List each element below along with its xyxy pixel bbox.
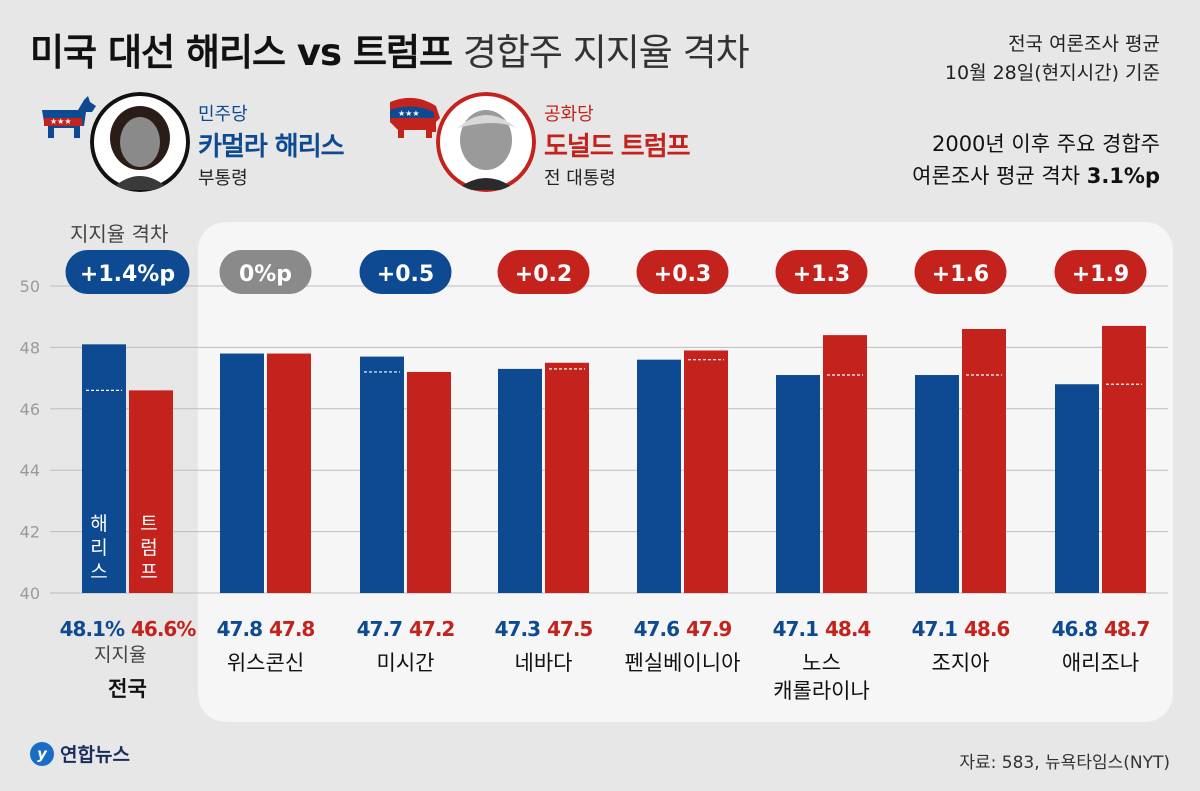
y-tick-label: 44 [20, 461, 40, 480]
value-label-harris: 47.6 [634, 617, 679, 641]
average-gap-note: 2000년 이후 주요 경합주 여론조사 평균 격차 3.1%p [912, 128, 1160, 192]
gap-badge [359, 250, 452, 294]
brand-name: 연합뉴스 [60, 744, 130, 766]
value-label-trump: 47.9 [686, 617, 731, 641]
value-label-trump: 47.2 [409, 617, 454, 641]
bar-trump [545, 362, 589, 593]
category-label: 펜실베이니아 [625, 651, 741, 675]
gap-label: 지지율 격차 [70, 222, 169, 246]
value-label-harris: 47.1 [773, 617, 818, 641]
gap-badge [219, 250, 312, 294]
gap-badge [65, 250, 190, 294]
gap-badge [497, 250, 590, 294]
value-label-harris: 47.1 [912, 617, 957, 641]
trump-photo-icon [436, 92, 536, 192]
name-trump: 도널드 트럼프 [544, 132, 691, 162]
bar-harris [82, 344, 126, 593]
value-label-harris: 46.8 [1052, 617, 1097, 641]
gap-badge-text: +1.4%p [80, 262, 175, 287]
value-label-trump: 46.6% [131, 617, 196, 641]
support-label: 지지율 [94, 644, 147, 666]
gap-badge [914, 250, 1007, 294]
party-rep: 공화당 [544, 104, 594, 125]
bar-harris [360, 356, 404, 593]
brand-logo: y 연합뉴스 [30, 740, 130, 767]
y-tick-label: 48 [20, 338, 40, 357]
value-label-trump: 48.6 [964, 617, 1009, 641]
value-label-harris: 47.7 [357, 617, 402, 641]
category-label: 애리조나 [1062, 651, 1139, 675]
basis-note: 전국 여론조사 평균 10월 28일(현지시간) 기준 [945, 30, 1160, 88]
y-tick-label: 46 [20, 400, 40, 419]
gap-badge [1054, 250, 1147, 294]
bar-trump [267, 353, 311, 593]
title-main: 미국 대선 해리스 vs 트럼프 [30, 31, 453, 74]
bar-harris [915, 375, 959, 593]
gap-badge-text: +1.6 [932, 262, 989, 287]
svg-text:★★★: ★★★ [398, 109, 420, 118]
gap-badge-text: +1.9 [1072, 262, 1129, 287]
category-label: 조지아 [932, 651, 990, 675]
elephant-icon: ★★★ [390, 97, 440, 138]
category-label: 전국 [108, 677, 147, 701]
y-tick-label: 50 [20, 277, 40, 296]
bar-harris [637, 359, 681, 593]
value-label-harris: 48.1% [60, 617, 125, 641]
bar-harris [1055, 384, 1099, 593]
harris-photo-icon [90, 92, 190, 192]
gap-badge [775, 250, 868, 294]
category-label: 캐롤라이나 [773, 679, 870, 703]
bar-trump [823, 335, 867, 593]
bar-trump [1102, 325, 1146, 593]
svg-text:★★★: ★★★ [50, 117, 72, 126]
bar-harris [220, 353, 264, 593]
page-title: 미국 대선 해리스 vs 트럼프 경합주 지지율 격차 [30, 22, 750, 76]
value-label-trump: 47.8 [269, 617, 314, 641]
gap-badge [636, 250, 729, 294]
y-tick-label: 40 [20, 584, 40, 603]
bar-harris [776, 375, 820, 593]
gap-badge-text: +1.3 [793, 262, 850, 287]
category-label: 미시간 [377, 651, 435, 675]
gap-badge-text: +0.5 [377, 262, 434, 287]
role-harris: 부통령 [198, 168, 248, 189]
gap-badge-text: 0%p [239, 262, 292, 287]
average-gap-prefix: 여론조사 평균 격차 [912, 164, 1087, 188]
title-sub: 경합주 지지율 격차 [462, 31, 750, 74]
source-note: 자료: 583, 뉴욕타임스(NYT) [959, 753, 1170, 773]
bar-trump [129, 390, 173, 593]
value-label-harris: 47.3 [495, 617, 540, 641]
average-gap-line-1: 2000년 이후 주요 경합주 [931, 132, 1160, 156]
y-tick-label: 42 [20, 523, 40, 542]
gap-badge-text: +0.3 [654, 262, 711, 287]
bar-trump [962, 328, 1006, 593]
party-dem: 민주당 [198, 104, 248, 125]
bar-harris [498, 368, 542, 593]
value-label-trump: 47.5 [547, 617, 592, 641]
value-label-trump: 48.4 [825, 617, 870, 641]
value-label-harris: 47.8 [217, 617, 262, 641]
candidate-trump: ★★★ 공화당 도널드 트럼프 전 대통령 [384, 92, 704, 198]
role-trump: 전 대통령 [544, 168, 616, 189]
name-harris: 카멀라 해리스 [198, 132, 345, 162]
yonhap-logo-icon: y [30, 741, 54, 766]
donkey-icon: ★★★ [42, 96, 96, 138]
value-label-trump: 48.7 [1104, 617, 1149, 641]
basis-line-1: 전국 여론조사 평균 [1008, 33, 1160, 55]
bar-trump [407, 371, 451, 593]
category-label: 노스 [802, 651, 841, 675]
bar-trump [684, 350, 728, 593]
category-label: 네바다 [515, 651, 573, 675]
category-label: 위스콘신 [227, 651, 304, 675]
average-gap-line-2: 여론조사 평균 격차 3.1%p [912, 160, 1160, 192]
candidate-harris: ★★★ 민주당 카멀라 해리스 부통령 [38, 92, 358, 198]
gap-badge-text: +0.2 [515, 262, 572, 287]
average-gap-value: 3.1%p [1086, 164, 1160, 188]
basis-line-2: 10월 28일(현지시간) 기준 [944, 62, 1160, 84]
